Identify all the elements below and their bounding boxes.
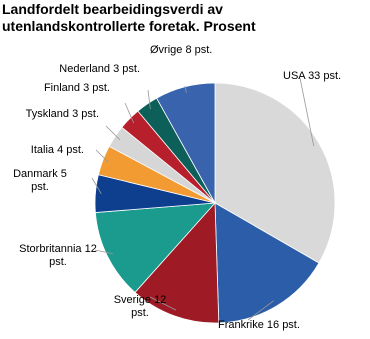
pie-slice — [214, 202, 320, 324]
slice-label: Øvrige 8 pst. — [150, 44, 213, 56]
leader-line — [95, 149, 109, 163]
leader-line — [105, 125, 121, 141]
slice-label: Sverige 12 pst. — [113, 294, 167, 319]
slice-label: Danmark 5 pst. — [13, 168, 67, 193]
slice-label: Frankrike 16 pst. — [218, 319, 300, 331]
slice-label: Italia 4 pst. — [30, 144, 84, 156]
leader-line — [149, 296, 177, 311]
leader-line — [247, 300, 274, 321]
slice-label: Nederland 3 pst. — [59, 63, 140, 75]
chart-title: Landfordelt bearbeidingsverdi av utenlan… — [2, 1, 256, 34]
pie-slice — [214, 82, 336, 264]
leader-line — [124, 102, 135, 124]
leader-line — [184, 85, 187, 93]
slice-label: Finland 3 pst. — [43, 82, 110, 94]
leader-line — [299, 77, 315, 147]
pie-slice — [134, 201, 220, 324]
slice-label: USA 33 pst. — [283, 70, 342, 82]
leader-line — [94, 249, 113, 255]
leader-line — [91, 177, 102, 195]
slice-label: Tyskland 3 pst. — [25, 108, 99, 120]
slice-label: Storbritannia 12 pst. — [19, 243, 97, 268]
pie-slice — [94, 202, 216, 293]
leader-line — [147, 89, 151, 110]
